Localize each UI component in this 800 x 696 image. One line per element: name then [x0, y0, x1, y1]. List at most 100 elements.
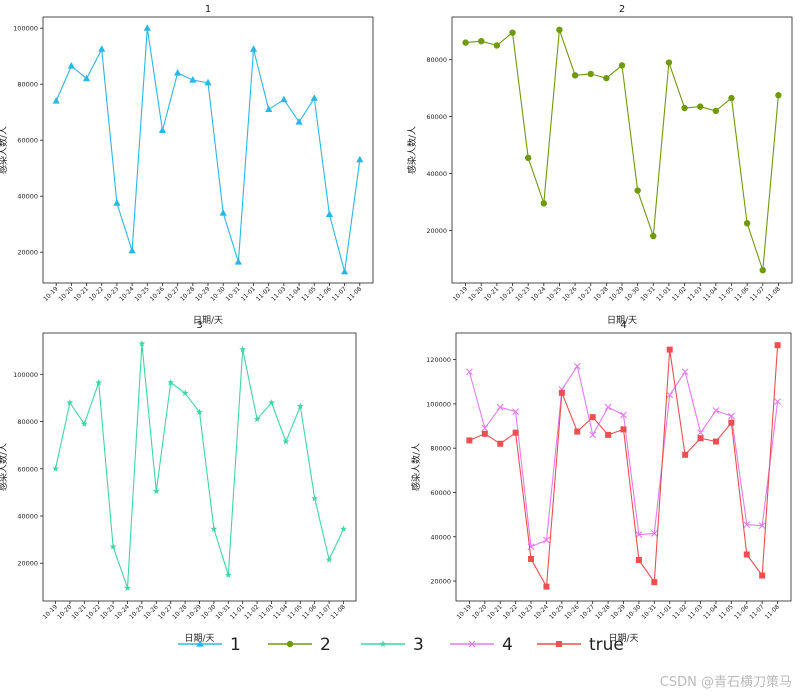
- x-axis-label: 日期/天: [184, 633, 214, 644]
- x-tick-label: 11-06: [301, 603, 318, 620]
- data-point: [512, 408, 520, 416]
- data-point: [493, 42, 501, 49]
- x-tick-label: 11-02: [243, 603, 260, 620]
- data-point: [743, 521, 751, 528]
- x-tick-label: 10-27: [157, 603, 174, 620]
- x-tick-label: 10-29: [610, 603, 627, 620]
- data-point: [67, 62, 75, 69]
- data-point: [158, 126, 167, 133]
- x-tick-label: 10-24: [114, 603, 131, 620]
- data-point: [113, 199, 121, 206]
- subplot-3: 32000040000600008000010000010-1910-2010-…: [0, 320, 357, 644]
- x-tick-label: 10-22: [499, 285, 516, 302]
- x-tick-label: 10-30: [624, 285, 641, 302]
- x-tick-label: 10-30: [209, 285, 226, 302]
- x-tick-label: 11-07: [749, 285, 766, 302]
- x-tick-label: 11-01: [655, 285, 672, 302]
- x-tick-label: 10-25: [133, 285, 150, 302]
- plot-frame: [42, 332, 357, 602]
- y-tick-label: 20000: [17, 560, 38, 568]
- legend-label: 4: [502, 635, 513, 655]
- data-point: [253, 415, 261, 423]
- x-tick-label: 11-05: [718, 603, 735, 620]
- x-tick-label: 10-30: [200, 603, 217, 620]
- plot-frame: [42, 16, 374, 284]
- data-point: [210, 525, 218, 532]
- data-point: [478, 37, 485, 45]
- subplot-title: 3: [196, 320, 202, 331]
- x-tick-label: 10-22: [502, 603, 519, 620]
- legend-entry-1: 1: [178, 635, 241, 655]
- data-point: [509, 29, 516, 36]
- data-point: [665, 59, 673, 66]
- data-point: [681, 368, 689, 376]
- y-tick-label: 100000: [13, 25, 38, 33]
- x-tick-label: 11-02: [255, 285, 272, 302]
- data-point: [512, 429, 519, 436]
- data-point: [635, 557, 642, 564]
- data-point: [589, 431, 597, 439]
- x-tick-label: 11-01: [656, 603, 673, 620]
- legend-marker: [556, 641, 562, 647]
- data-point: [497, 440, 504, 447]
- series-line: [55, 28, 361, 272]
- subplot-2: 22000040000600008000010-1910-2010-2110-2…: [406, 4, 793, 326]
- legend: 1 2 3 4 true: [178, 635, 624, 655]
- x-tick-label: 10-25: [128, 603, 145, 620]
- x-tick-label: 10-20: [471, 603, 488, 620]
- data-point: [98, 45, 106, 52]
- y-tick-label: 80000: [430, 445, 451, 453]
- data-point: [604, 403, 612, 411]
- data-point: [80, 420, 88, 427]
- data-point: [556, 26, 563, 34]
- data-point: [666, 391, 674, 399]
- x-tick-label: 10-22: [88, 285, 105, 302]
- legend-label: 2: [320, 635, 331, 655]
- legend-label: 3: [413, 635, 424, 655]
- data-point: [128, 246, 136, 254]
- x-tick-label: 11-06: [733, 603, 750, 620]
- x-tick-label: 10-26: [149, 285, 166, 302]
- x-tick-label: 11-03: [258, 603, 275, 620]
- x-tick-label: 11-03: [270, 285, 287, 302]
- data-point: [341, 267, 349, 275]
- data-point: [634, 187, 641, 194]
- data-point: [681, 104, 688, 112]
- x-tick-label: 11-07: [748, 603, 765, 620]
- data-point: [728, 419, 735, 426]
- x-tick-label: 11-08: [346, 285, 363, 302]
- x-tick-label: 10-31: [224, 285, 241, 302]
- x-tick-label: 10-22: [85, 603, 102, 620]
- x-tick-label: 11-04: [272, 603, 289, 620]
- x-tick-label: 10-31: [640, 603, 657, 620]
- x-tick-label: 11-07: [315, 603, 332, 620]
- data-point: [589, 414, 596, 421]
- series-3: [52, 340, 347, 591]
- data-point: [540, 200, 547, 207]
- x-tick-label: 10-25: [548, 603, 565, 620]
- x-tick-label: 11-03: [686, 285, 703, 302]
- data-point: [52, 97, 60, 104]
- series-true: [466, 342, 781, 590]
- data-point: [573, 362, 581, 370]
- data-point: [650, 232, 657, 240]
- legend-marker: [468, 640, 476, 648]
- x-tick-label: 10-24: [118, 285, 135, 302]
- data-point: [774, 398, 781, 406]
- x-tick-label: 10-23: [514, 285, 531, 302]
- y-tick-label: 80000: [17, 81, 38, 89]
- data-point: [52, 465, 59, 472]
- x-tick-label: 10-27: [164, 285, 181, 302]
- data-point: [571, 72, 579, 79]
- x-tick-label: 10-23: [103, 285, 120, 302]
- data-point: [651, 579, 658, 586]
- data-point: [66, 399, 74, 406]
- x-tick-label: 10-28: [594, 603, 611, 620]
- legend-entry-2: 2: [268, 635, 331, 655]
- data-point: [620, 426, 627, 433]
- y-tick-label: 40000: [17, 512, 38, 520]
- x-tick-label: 11-07: [331, 285, 348, 302]
- data-point: [743, 551, 750, 558]
- data-point: [152, 487, 160, 495]
- y-tick-label: 40000: [426, 170, 447, 178]
